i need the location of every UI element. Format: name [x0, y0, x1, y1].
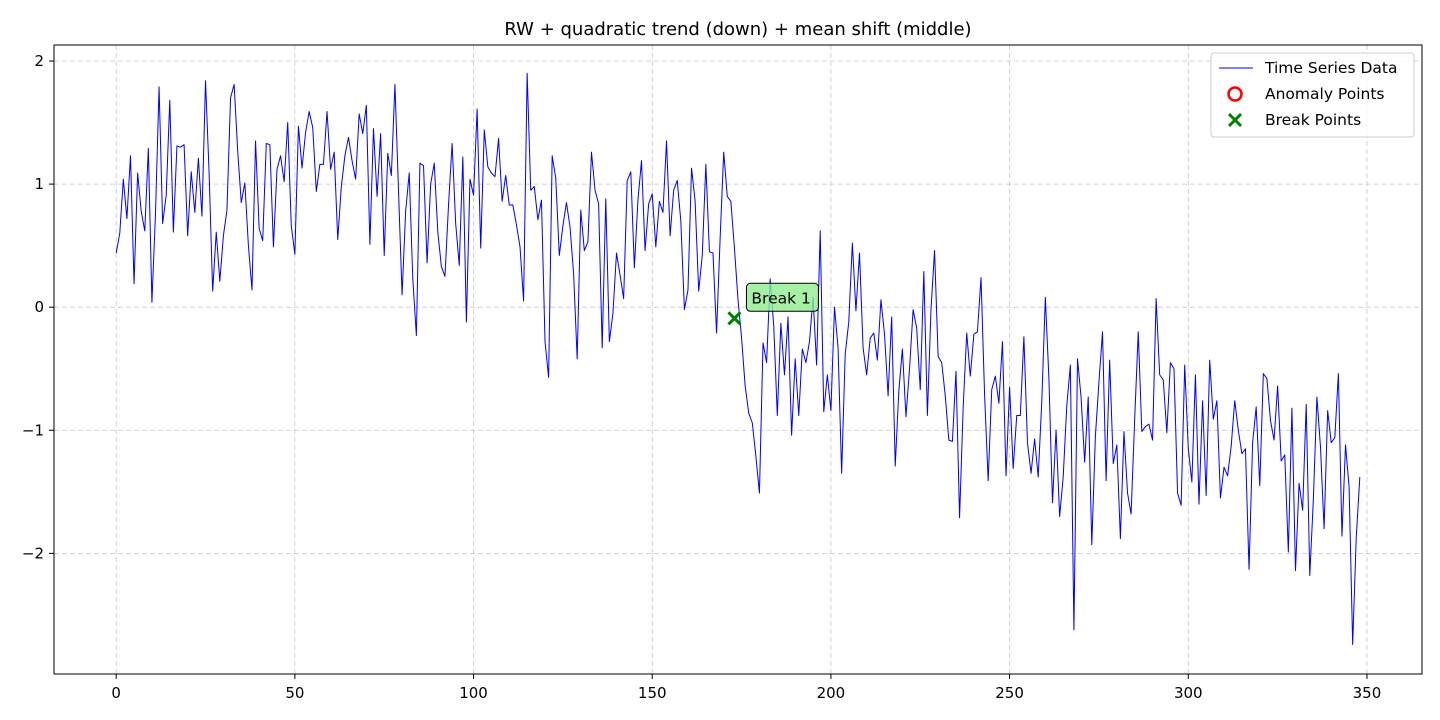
- legend-label: Break Points: [1265, 111, 1361, 129]
- y-tick-label: 1: [34, 175, 44, 193]
- x-tick-label: 50: [285, 684, 304, 702]
- break-point-layer: Break 1: [727, 282, 819, 326]
- break-annotation-box: [745, 282, 819, 312]
- y-tick-label: −1: [22, 421, 44, 439]
- y-tick-label: 2: [34, 52, 44, 70]
- y-tick-label: −2: [22, 544, 44, 562]
- x-tick-label: 150: [638, 684, 667, 702]
- legend-frame: [1210, 52, 1415, 138]
- x-tick-label: 100: [459, 684, 488, 702]
- break-point-marker: [727, 311, 742, 326]
- chart-title: RW + quadratic trend (down) + mean shift…: [504, 19, 971, 40]
- break-annotation-label: Break 1: [751, 289, 810, 307]
- x-tick-label: 350: [1353, 684, 1382, 702]
- legend-circle-swatch: [1227, 86, 1243, 102]
- plot-frame: [53, 44, 1423, 675]
- series-layer: [115, 72, 1361, 645]
- break-point-x-stroke: [727, 311, 742, 326]
- x-tick-label: 200: [817, 684, 846, 702]
- legend-x-swatch: [1227, 112, 1243, 128]
- x-tick-label: 250: [995, 684, 1024, 702]
- y-tick-label: 0: [34, 298, 44, 316]
- legend-label: Anomaly Points: [1265, 85, 1384, 103]
- series-line: [115, 72, 1361, 645]
- x-tick-label: 300: [1174, 684, 1203, 702]
- legend: Time Series Data Anomaly Points Break Poin…: [1210, 52, 1415, 138]
- x-tick-label: 0: [111, 684, 121, 702]
- legend-label: Time Series Data: [1264, 59, 1397, 77]
- axis-ticks: 0 50 100 150 200 250 300 350 −2 −1 0 1 2: [22, 52, 1381, 702]
